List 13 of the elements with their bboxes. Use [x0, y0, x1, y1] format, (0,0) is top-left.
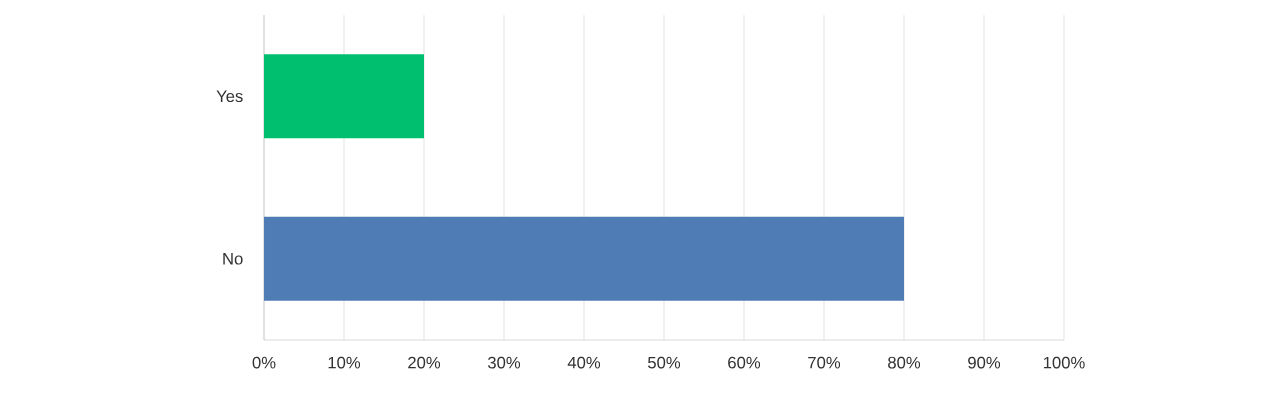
x-tick-label: 80% [888, 356, 921, 369]
x-tick-label: 50% [648, 356, 681, 369]
y-tick-label: No [223, 252, 243, 265]
x-tick-label: 0% [252, 356, 276, 369]
x-tick-label: 10% [328, 356, 361, 369]
x-tick-label: 60% [728, 356, 761, 369]
x-tick-label: 100% [1043, 356, 1085, 369]
x-tick-label: 90% [968, 356, 1001, 369]
y-tick-label: Yes [216, 90, 243, 103]
x-tick-label: 40% [567, 356, 601, 369]
x-tick-label: 70% [808, 356, 841, 369]
x-tick-label: 20% [408, 356, 441, 369]
x-tick-label: 30% [487, 356, 521, 369]
